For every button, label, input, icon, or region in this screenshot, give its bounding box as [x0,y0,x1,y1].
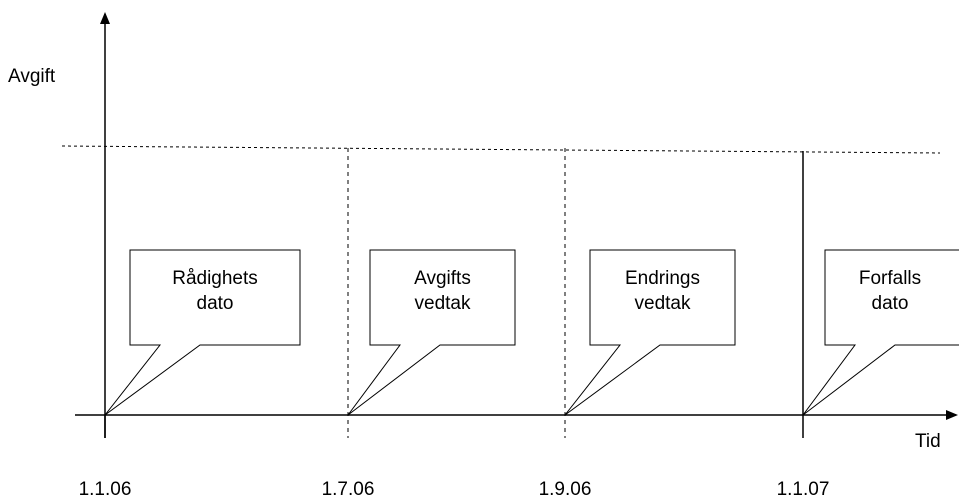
callout [104,249,301,416]
y-axis-label: Avgift [8,66,56,87]
date-label: 1.9.06 [539,479,592,498]
level-line [61,145,941,154]
callout-text: Rådighets [172,268,258,289]
x-axis-label: Tid [915,431,941,452]
callout-text: Endrings [625,268,700,289]
callout-text: vedtak [415,293,471,314]
date-label: 1.1.07 [777,479,830,498]
callout [347,249,516,416]
date-label: 1.7.06 [322,479,375,498]
callout-text: Forfalls [859,268,921,289]
callout-text: dato [872,293,909,314]
date-label: 1.1.06 [79,479,132,498]
callout [802,249,959,416]
callout [564,249,736,416]
callout-text: Avgifts [414,268,471,289]
callout-text: vedtak [635,293,691,314]
events: Rådighets dato 1.1.06 Avgifts vedtak 1.7.06 En… [79,148,959,498]
callout-text: dato [197,293,234,314]
